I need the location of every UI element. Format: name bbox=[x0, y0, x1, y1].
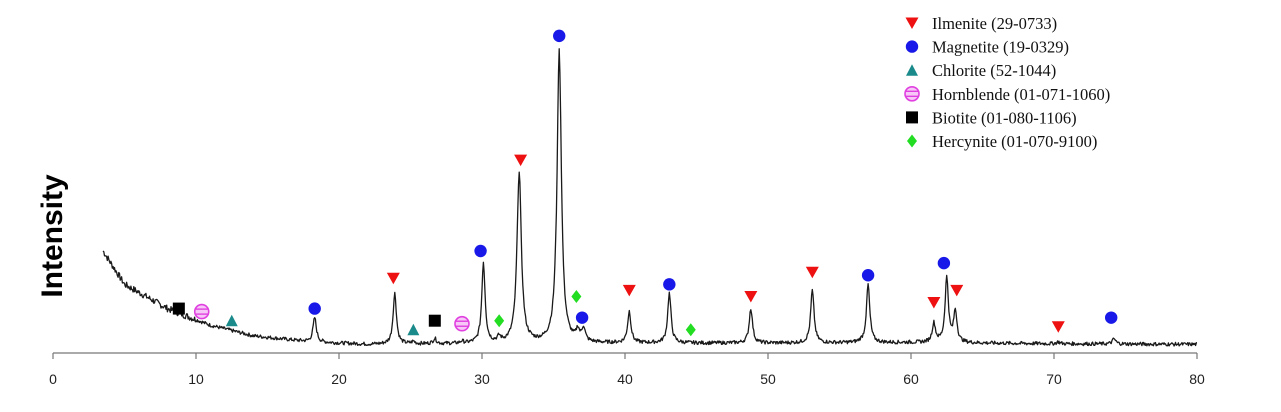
x-tick-label: 50 bbox=[760, 371, 776, 387]
legend-biotite-symbol bbox=[906, 111, 918, 124]
chlorite-marker bbox=[407, 323, 420, 336]
legend-magnetite-label: Magnetite (19-0329) bbox=[932, 38, 1069, 57]
legend-ilmenite-label: Ilmenite (29-0733) bbox=[932, 14, 1057, 33]
legend-ilmenite-symbol bbox=[905, 17, 919, 29]
magnetite-marker bbox=[663, 278, 676, 291]
y-axis-title: Intensity bbox=[36, 174, 69, 298]
phase-markers bbox=[172, 29, 1118, 337]
x-tick-label: 10 bbox=[188, 371, 204, 387]
ilmenite-marker bbox=[950, 284, 964, 297]
ilmenite-marker bbox=[927, 297, 941, 309]
chlorite-marker bbox=[225, 314, 238, 327]
ilmenite-marker bbox=[622, 284, 636, 297]
legend-chlorite-label: Chlorite (52-1044) bbox=[932, 61, 1056, 80]
x-axis-ticks: 0 10 20 30 40 50 60 70 80 bbox=[49, 353, 1205, 387]
legend-chlorite-symbol bbox=[906, 64, 918, 76]
biotite-marker bbox=[172, 302, 185, 315]
magnetite-marker bbox=[1105, 311, 1118, 324]
x-tick-label: 80 bbox=[1189, 371, 1205, 387]
magnetite-marker bbox=[575, 311, 589, 324]
hercynite-marker bbox=[571, 289, 582, 303]
x-tick-label: 0 bbox=[49, 371, 57, 387]
legend-hornblende-symbol bbox=[904, 86, 920, 102]
hercynite-marker bbox=[494, 314, 505, 328]
legend-hercynite-symbol bbox=[907, 134, 917, 148]
magnetite-marker bbox=[553, 29, 566, 43]
x-tick-label: 30 bbox=[474, 371, 490, 387]
ilmenite-marker bbox=[1051, 321, 1065, 333]
ilmenite-marker bbox=[514, 154, 528, 167]
magnetite-marker bbox=[937, 256, 951, 270]
magnetite-marker bbox=[474, 244, 487, 258]
magnetite-marker bbox=[308, 302, 321, 315]
biotite-marker bbox=[428, 314, 441, 327]
hornblende-marker bbox=[193, 303, 210, 320]
ilmenite-marker bbox=[744, 290, 758, 303]
hornblende-marker bbox=[454, 315, 470, 332]
ilmenite-marker bbox=[805, 266, 819, 279]
ilmenite-marker bbox=[386, 272, 400, 285]
legend-biotite-label: Biotite (01-080-1106) bbox=[932, 108, 1077, 127]
legend-hornblende-label: Hornblende (01-071-1060) bbox=[932, 85, 1110, 104]
x-tick-label: 60 bbox=[903, 371, 919, 387]
legend: Ilmenite (29-0733) Magnetite (19-0329) Chl… bbox=[904, 14, 1110, 151]
legend-magnetite-symbol bbox=[905, 40, 919, 53]
diffraction-pattern-line bbox=[102, 48, 1198, 347]
x-tick-label: 40 bbox=[617, 371, 633, 387]
x-tick-label: 20 bbox=[331, 371, 347, 387]
hercynite-marker bbox=[685, 323, 696, 337]
magnetite-marker bbox=[861, 269, 875, 282]
legend-hercynite-label: Hercynite (01-070-9100) bbox=[932, 132, 1097, 151]
x-tick-label: 70 bbox=[1046, 371, 1062, 387]
